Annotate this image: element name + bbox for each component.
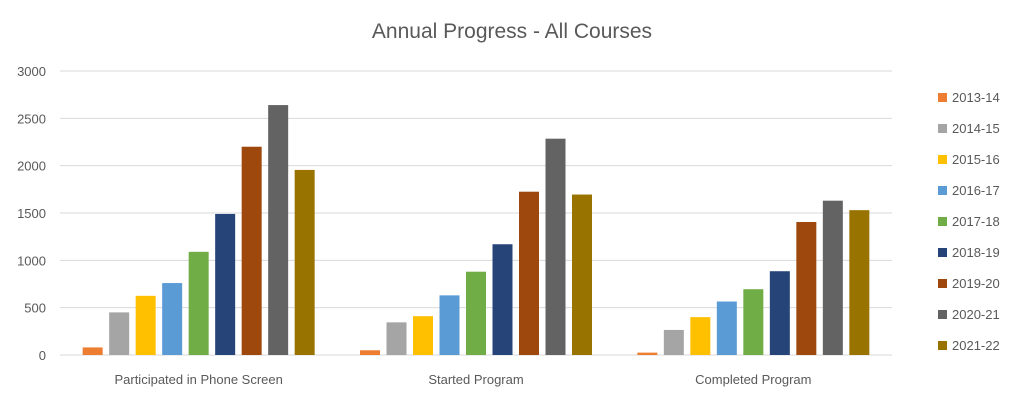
y-tick-label: 2000 — [17, 159, 46, 174]
bar-2013-14 — [637, 352, 658, 355]
bar-2020-21 — [822, 200, 843, 355]
y-tick-label: 500 — [24, 301, 46, 316]
y-tick-label: 0 — [39, 348, 46, 363]
legend-label: 2020-21 — [952, 307, 1000, 322]
legend-swatch — [938, 186, 947, 195]
bar-2021-22 — [294, 169, 315, 355]
legend-swatch — [938, 93, 947, 102]
legend-swatch — [938, 279, 947, 288]
legend-swatch — [938, 341, 947, 350]
bar-2017-18 — [743, 289, 764, 355]
bar-2017-18 — [466, 271, 486, 355]
legend-label: 2015-16 — [952, 152, 1000, 167]
legend-swatch — [938, 217, 947, 226]
x-axis-categories: Participated in Phone Screen Started Prog… — [114, 372, 811, 387]
y-tick-label: 3000 — [17, 64, 46, 79]
legend-swatch — [938, 155, 947, 164]
legend-label: 2013-14 — [952, 90, 1000, 105]
y-tick-label: 2500 — [17, 111, 46, 126]
bar-2021-22 — [572, 194, 592, 355]
bar-2016-17 — [439, 295, 460, 355]
bar-2020-21 — [545, 138, 566, 355]
legend-label: 2014-15 — [952, 121, 1000, 136]
bar-2014-15 — [386, 322, 407, 355]
bar-2018-19 — [769, 271, 790, 355]
bar-2016-17 — [162, 283, 183, 355]
bar-2014-15 — [109, 312, 130, 355]
bar-2015-16 — [135, 295, 156, 355]
legend-label: 2017-18 — [952, 214, 1000, 229]
legend-label: 2016-17 — [952, 183, 1000, 198]
category-label: Started Program — [428, 372, 523, 387]
legend-swatch — [938, 248, 947, 257]
legend-swatch — [938, 124, 947, 133]
bar-2015-16 — [690, 317, 711, 355]
y-tick-label: 1500 — [17, 206, 46, 221]
bar-2020-21 — [268, 105, 289, 355]
bar-2018-19 — [492, 244, 513, 355]
category-label: Completed Program — [695, 372, 811, 387]
legend-label: 2018-19 — [952, 245, 1000, 260]
bar-2015-16 — [413, 316, 433, 355]
legend-label: 2021-22 — [952, 338, 1000, 353]
bar-2013-14 — [82, 347, 103, 355]
bar-2013-14 — [360, 350, 380, 355]
bar-2014-15 — [663, 329, 684, 355]
y-tick-label: 1000 — [17, 253, 46, 268]
legend: 2013-14 2014-15 2015-16 2016-17 2017-18 2018-… — [938, 90, 1000, 353]
bar-2018-19 — [215, 213, 236, 355]
bar-2019-20 — [519, 191, 539, 355]
category-label: Participated in Phone Screen — [114, 372, 282, 387]
y-axis-ticks: 0 500 1000 1500 2000 2500 3000 — [17, 64, 46, 363]
bar-2016-17 — [716, 301, 737, 355]
legend-swatch — [938, 310, 947, 319]
bar-2019-20 — [241, 146, 262, 355]
bar-2019-20 — [796, 221, 817, 355]
bar-2021-22 — [849, 210, 870, 355]
chart-title: Annual Progress - All Courses — [372, 20, 652, 43]
bars — [82, 105, 870, 355]
legend-label: 2019-20 — [952, 276, 1000, 291]
bar-2017-18 — [188, 251, 209, 355]
